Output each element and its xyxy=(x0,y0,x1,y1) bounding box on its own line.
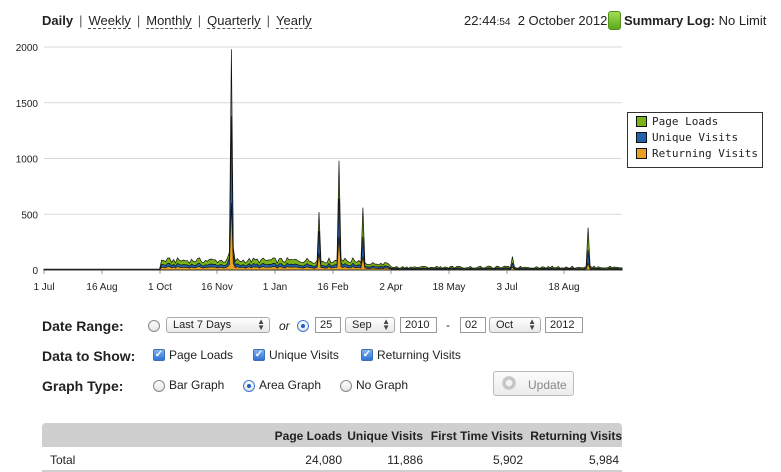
select-arrows-icon: ▲ ▼ xyxy=(528,317,536,332)
clock: 22:44:54 2 October 2012 xyxy=(464,13,607,28)
legend-page-loads: Page Loads xyxy=(628,113,762,129)
or-text: or xyxy=(279,319,290,333)
y-tick-label: 500 xyxy=(21,210,38,221)
no-graph-option: No Graph xyxy=(356,378,409,392)
legend-label: Page Loads xyxy=(652,114,719,128)
data-to-show-label: Data to Show: xyxy=(42,348,136,364)
to-day-input[interactable]: 02 xyxy=(460,317,486,333)
date-range-custom-radio[interactable] xyxy=(297,320,309,332)
y-tick-label: 0 xyxy=(32,266,38,277)
to-month-value: Oct xyxy=(496,319,514,331)
x-tick-label: 3 Jul xyxy=(496,282,517,293)
legend-swatch-returning-visits xyxy=(636,147,647,159)
status-indicator-icon xyxy=(608,11,621,30)
period-daily[interactable]: Daily xyxy=(42,13,74,28)
returning-visits-area xyxy=(43,203,623,271)
chart-legend: Page Loads Unique Visits Returning Visit… xyxy=(627,112,763,168)
x-tick-label: 1 Jan xyxy=(263,282,287,293)
returning-visits-checkbox[interactable]: ✓ xyxy=(361,349,373,361)
graph-type-label: Graph Type: xyxy=(42,378,124,394)
page-loads-checkbox[interactable]: ✓ xyxy=(153,349,165,361)
date-range-preset-radio[interactable] xyxy=(148,320,160,332)
y-tick-label: 2000 xyxy=(16,43,39,54)
select-arrows-icon: ▲ ▼ xyxy=(382,317,390,332)
update-label: Update xyxy=(528,378,567,392)
no-graph-radio[interactable] xyxy=(340,380,352,392)
clock-time: 22:44 xyxy=(464,13,497,28)
date-dash: - xyxy=(446,318,450,332)
period-weekly[interactable]: Weekly xyxy=(88,13,131,29)
returning-visits-option: Returning Visits xyxy=(377,348,461,362)
period-nav: Daily | Weekly | Monthly | Quarterly | Yearly xyxy=(42,13,312,29)
from-month-value: Sep xyxy=(352,319,372,331)
x-tick-label: 1 Oct xyxy=(148,282,172,293)
to-month-select[interactable]: Oct ▲ ▼ xyxy=(489,317,541,333)
x-tick-label: 1 Jul xyxy=(33,282,54,293)
header-unique-visits: Unique Visits xyxy=(347,429,423,443)
nav-separator: | xyxy=(136,13,141,28)
from-day-input[interactable]: 25 xyxy=(315,317,341,333)
x-tick-label: 18 May xyxy=(433,282,466,293)
x-tick-label: 18 Aug xyxy=(548,282,579,293)
from-month-select[interactable]: Sep ▲ ▼ xyxy=(345,317,395,333)
select-arrows-icon: ▲ ▼ xyxy=(257,317,265,332)
preset-value: Last 7 Days xyxy=(173,319,232,331)
bar-graph-radio[interactable] xyxy=(153,380,165,392)
summary-log-label: Summary Log: xyxy=(624,13,716,28)
page-loads-option: Page Loads xyxy=(169,348,234,362)
to-year-input[interactable]: 2012 xyxy=(545,317,583,333)
clock-seconds: :54 xyxy=(496,17,511,28)
summary-log: Summary Log: No Limit xyxy=(624,13,766,28)
legend-swatch-page-loads xyxy=(636,115,647,127)
x-tick-label: 16 Nov xyxy=(201,282,233,293)
period-monthly[interactable]: Monthly xyxy=(146,13,192,29)
traffic-area-chart: 2000 1500 1000 500 0 1 Jul 16 Aug 1 Oct 16 Nov 1 … xyxy=(16,43,623,293)
nav-separator: | xyxy=(266,13,271,28)
unique-visits-option: Unique Visits xyxy=(269,348,339,362)
cell-first-time-visits: 5,902 xyxy=(492,453,523,467)
page-loads-area xyxy=(43,49,623,271)
area-graph-option: Area Graph xyxy=(259,378,322,392)
date-range-label: Date Range: xyxy=(42,318,124,334)
y-tick-label: 1500 xyxy=(16,99,39,110)
table-row: Total 24,080 11,886 5,902 5,984 xyxy=(42,447,622,469)
header-returning-visits: Returning Visits xyxy=(530,429,622,443)
cell-returning-visits: 5,984 xyxy=(588,453,619,467)
nav-separator: | xyxy=(79,13,83,28)
period-yearly[interactable]: Yearly xyxy=(276,13,312,29)
legend-returning-visits: Returning Visits xyxy=(628,145,762,161)
nav-separator: | xyxy=(197,13,202,28)
x-tick-label: 2 Apr xyxy=(379,282,403,293)
table-divider xyxy=(42,470,622,472)
clock-date: 2 October 2012 xyxy=(517,13,608,28)
x-tick-label: 16 Feb xyxy=(317,282,349,293)
x-tick-label: 16 Aug xyxy=(86,282,117,293)
bar-graph-option: Bar Graph xyxy=(169,378,225,392)
header-page-loads: Page Loads xyxy=(274,429,342,443)
legend-label: Returning Visits xyxy=(652,146,758,160)
cell-unique-visits: 11,886 xyxy=(387,453,423,467)
date-range-preset-select[interactable]: Last 7 Days ▲ ▼ xyxy=(166,317,270,333)
from-year-input[interactable]: 2010 xyxy=(400,317,437,333)
legend-label: Unique Visits xyxy=(652,130,739,144)
legend-unique-visits: Unique Visits xyxy=(628,129,762,145)
summary-log-value: No Limit xyxy=(718,13,767,28)
refresh-icon xyxy=(502,376,516,390)
update-button[interactable]: Update xyxy=(493,371,574,396)
period-quarterly[interactable]: Quarterly xyxy=(207,13,261,29)
unique-visits-checkbox[interactable]: ✓ xyxy=(253,349,265,361)
row-label: Total xyxy=(50,453,76,467)
stats-table-header: Page Loads Unique Visits First Time Visi… xyxy=(42,423,622,447)
y-tick-label: 1000 xyxy=(16,155,39,166)
unique-visits-area xyxy=(43,116,623,271)
legend-swatch-unique-visits xyxy=(636,131,647,143)
cell-page-loads: 24,080 xyxy=(305,453,342,467)
header-first-time-visits: First Time Visits xyxy=(430,429,523,443)
area-graph-radio[interactable] xyxy=(243,380,255,392)
